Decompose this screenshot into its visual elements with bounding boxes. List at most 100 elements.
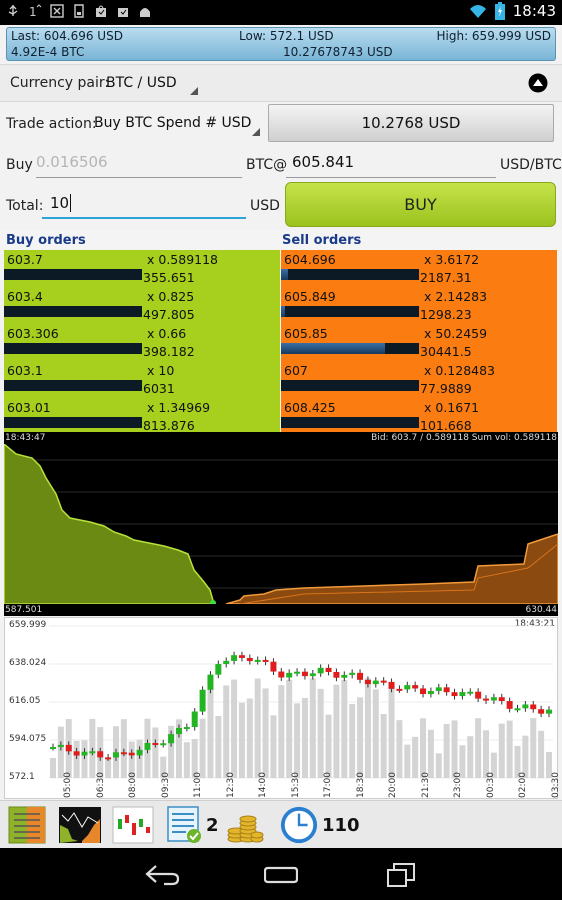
- refresh-timer-value: 110: [322, 815, 360, 836]
- buy-order-row[interactable]: 603.4 x 0.825 497.805: [4, 287, 280, 324]
- candle-body: [443, 687, 450, 693]
- btc-at-label: BTC@: [246, 157, 288, 173]
- total-unit-label: USD: [250, 198, 280, 214]
- dropdown-arrow-icon: [252, 128, 260, 136]
- volume-bar: [270, 715, 277, 778]
- volume-bar: [522, 735, 529, 778]
- volume-bar: [105, 757, 112, 778]
- order-volume-bar: [281, 417, 419, 428]
- trade-action-value: Buy BTC Spend # USD: [94, 115, 252, 131]
- spend-amount-button[interactable]: 10.2768 USD: [268, 104, 554, 142]
- volume-bar: [490, 752, 497, 778]
- candle-x-tick: 05:00: [63, 772, 73, 798]
- sell-order-row[interactable]: 605.85 x 50.2459 30441.5: [281, 324, 557, 361]
- price-input[interactable]: 605.841: [286, 150, 496, 178]
- candle-body: [325, 667, 332, 672]
- volume-bar: [81, 740, 88, 778]
- volume-bar: [475, 718, 482, 778]
- candle-time: 18:43:21: [514, 619, 555, 629]
- volume-bar: [364, 678, 371, 778]
- candle-body: [506, 701, 513, 709]
- buy-order-row[interactable]: 603.306 x 0.66 398.182: [4, 324, 280, 361]
- volume-bar: [175, 719, 182, 778]
- total-input[interactable]: 10: [42, 191, 246, 219]
- candle-body: [514, 708, 521, 711]
- last-price: Last: 604.696 USD: [11, 29, 123, 43]
- order-price: 607: [284, 363, 308, 378]
- volume-bar: [128, 741, 135, 778]
- sell-order-row[interactable]: 604.696 x 3.6172 2187.31: [281, 250, 557, 287]
- volume-bar: [73, 740, 80, 778]
- buy-order-row[interactable]: 603.01 x 1.34969 813.876: [4, 398, 280, 435]
- candle-x-tick: 12:30: [225, 772, 236, 798]
- buy-amount-input[interactable]: 0.016506: [36, 150, 242, 178]
- candle-body: [65, 744, 72, 752]
- volume-bar: [380, 713, 387, 778]
- candle-x-tick: 17:00: [323, 772, 333, 798]
- order-price: 605.849: [284, 289, 336, 304]
- dropdown-arrow-icon: [190, 87, 198, 95]
- volume-bar: [50, 758, 56, 778]
- order-price: 605.85: [284, 326, 328, 341]
- candle-body: [530, 704, 537, 710]
- order-volume-bar: [4, 380, 142, 391]
- volume-bar: [396, 720, 403, 778]
- currency-pair-value: BTC / USD: [106, 75, 177, 91]
- candles-icon[interactable]: [112, 805, 154, 845]
- volume-bar: [57, 726, 64, 778]
- buy-button[interactable]: BUY: [285, 182, 556, 227]
- back-icon[interactable]: [144, 864, 180, 886]
- volume-bar: [349, 704, 356, 778]
- mid-price-marker: [210, 600, 216, 604]
- open-orders-icon[interactable]: [166, 805, 204, 845]
- candle-body: [317, 667, 324, 674]
- candle-body: [451, 692, 458, 697]
- order-total: 398.182: [143, 344, 195, 359]
- order-price: 603.01: [7, 400, 51, 415]
- ask-depth-area: [225, 533, 558, 604]
- trade-action-select[interactable]: Buy BTC Spend # USD: [90, 110, 262, 138]
- recent-apps-icon[interactable]: [386, 862, 416, 888]
- candle-body: [357, 672, 364, 680]
- candle-x-tick: 02:00: [518, 772, 528, 798]
- candle-body: [168, 734, 175, 744]
- home-icon[interactable]: [264, 866, 298, 884]
- candle-body: [223, 660, 230, 665]
- candle-body: [546, 709, 552, 714]
- order-volume-fill: [281, 269, 288, 280]
- candle-x-tick: 18:30: [355, 772, 366, 798]
- volume-bar: [301, 697, 308, 778]
- sell-order-row[interactable]: 608.425 x 0.1671 101.668: [281, 398, 557, 435]
- depth-chart-icon[interactable]: [58, 805, 102, 845]
- coins-icon[interactable]: [226, 805, 264, 845]
- sell-order-row[interactable]: 605.849 x 2.14283 1298.23: [281, 287, 557, 324]
- candle-y-tick: 638.024: [9, 658, 47, 668]
- order-volume-bar: [4, 306, 142, 317]
- refresh-timer-icon[interactable]: [278, 805, 320, 845]
- candle-x-tick: 23:00: [453, 772, 463, 798]
- candle-x-tick: 09:30: [160, 772, 171, 798]
- volume-bar: [325, 714, 332, 778]
- sell-order-row[interactable]: 607 x 0.128483 77.9889: [281, 361, 557, 398]
- order-book-icon[interactable]: [8, 805, 46, 845]
- candle-body: [215, 664, 222, 675]
- depth-plot: [4, 444, 558, 604]
- notification-icons: 1: [6, 4, 152, 18]
- currency-pair-select[interactable]: BTC / USD: [104, 71, 200, 97]
- order-amount: x 1.34969: [147, 400, 211, 415]
- buy-order-row[interactable]: 603.1 x 10 6031: [4, 361, 280, 398]
- no-sim-icon: [50, 4, 64, 18]
- buy-order-row[interactable]: 603.7 x 0.589118 355.651: [4, 250, 280, 287]
- candle-body: [57, 744, 64, 748]
- volume-bar: [215, 715, 222, 778]
- candle-body: [341, 674, 348, 678]
- candle-body: [301, 671, 308, 677]
- collapse-up-icon[interactable]: [528, 73, 548, 93]
- order-amount: x 0.825: [147, 289, 195, 304]
- candle-body: [191, 711, 198, 728]
- candle-x-tick: 20:00: [388, 772, 398, 798]
- clock: 18:43: [512, 2, 556, 20]
- wifi-icon: [469, 5, 486, 18]
- candle-y-tick: 594.075: [9, 734, 47, 744]
- candle-body: [89, 751, 96, 754]
